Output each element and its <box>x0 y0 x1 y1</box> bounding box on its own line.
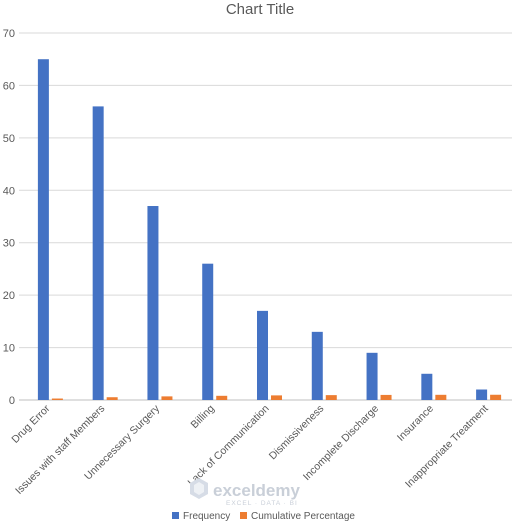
watermark-tagline: EXCEL · DATA · BI <box>226 500 298 507</box>
bar-cumulative-percentage-insurance <box>435 394 447 400</box>
bar-cumulative-percentage-lack-of-communication <box>271 395 282 400</box>
chart-title: Chart Title <box>226 1 294 18</box>
bar-cumulative-percentage-drug-error <box>51 398 63 400</box>
bar-cumulative-percentage-incomplete-discharge <box>380 394 392 400</box>
y-tick-label-20: 20 <box>3 290 15 302</box>
legend-swatch-frequency <box>172 512 179 519</box>
y-tick-label-10: 10 <box>3 343 15 355</box>
x-tick-label-insurance: Insurance <box>395 403 436 444</box>
x-tick-label-issues-with-staff-members: Issues with staff Members <box>13 403 107 497</box>
bar-frequency-issues-with-staff-members <box>92 106 104 401</box>
y-axis-ticks: 0 10 20 30 40 50 60 70 <box>3 28 15 407</box>
x-tick-label-billing: Billing <box>189 403 217 431</box>
bar-frequency-dismissiveness <box>311 331 323 400</box>
watermark-logo: exceldemy EXCEL · DATA · BI <box>190 478 300 507</box>
x-tick-label-dismissiveness: Dismissiveness <box>267 403 327 463</box>
bar-frequency-incomplete-discharge <box>366 352 378 400</box>
legend-swatch-cumulative-percentage <box>240 512 247 519</box>
bar-cumulative-percentage-billing <box>216 395 228 400</box>
bar-frequency-billing <box>202 263 214 400</box>
legend-label-frequency: Frequency <box>183 511 230 522</box>
watermark-icon <box>190 478 208 499</box>
y-tick-label-70: 70 <box>3 28 15 40</box>
y-tick-label-50: 50 <box>3 133 15 145</box>
bar-frequency-lack-of-communication <box>257 310 268 400</box>
y-tick-label-60: 60 <box>3 80 15 92</box>
bar-cumulative-percentage-dismissiveness <box>325 395 337 400</box>
y-tick-label-40: 40 <box>3 185 15 197</box>
bar-frequency-insurance <box>421 373 433 400</box>
bars <box>37 59 502 401</box>
y-tick-label-0: 0 <box>9 395 15 407</box>
bar-frequency-unnecessary-surgery <box>147 206 159 400</box>
bar-frequency-inappropriate-treatment <box>476 389 488 400</box>
bar-frequency-drug-error <box>37 59 49 400</box>
bar-cumulative-percentage-inappropriate-treatment <box>490 394 502 400</box>
bar-cumulative-percentage-issues-with-staff-members <box>106 397 118 400</box>
y-tick-label-30: 30 <box>3 238 15 250</box>
watermark-name: exceldemy <box>213 481 300 500</box>
x-tick-label-drug-error: Drug Error <box>9 402 52 445</box>
legend: Frequency Cumulative Percentage <box>172 511 355 522</box>
legend-label-cumulative-percentage: Cumulative Percentage <box>251 511 355 522</box>
bar-cumulative-percentage-unnecessary-surgery <box>161 396 173 400</box>
